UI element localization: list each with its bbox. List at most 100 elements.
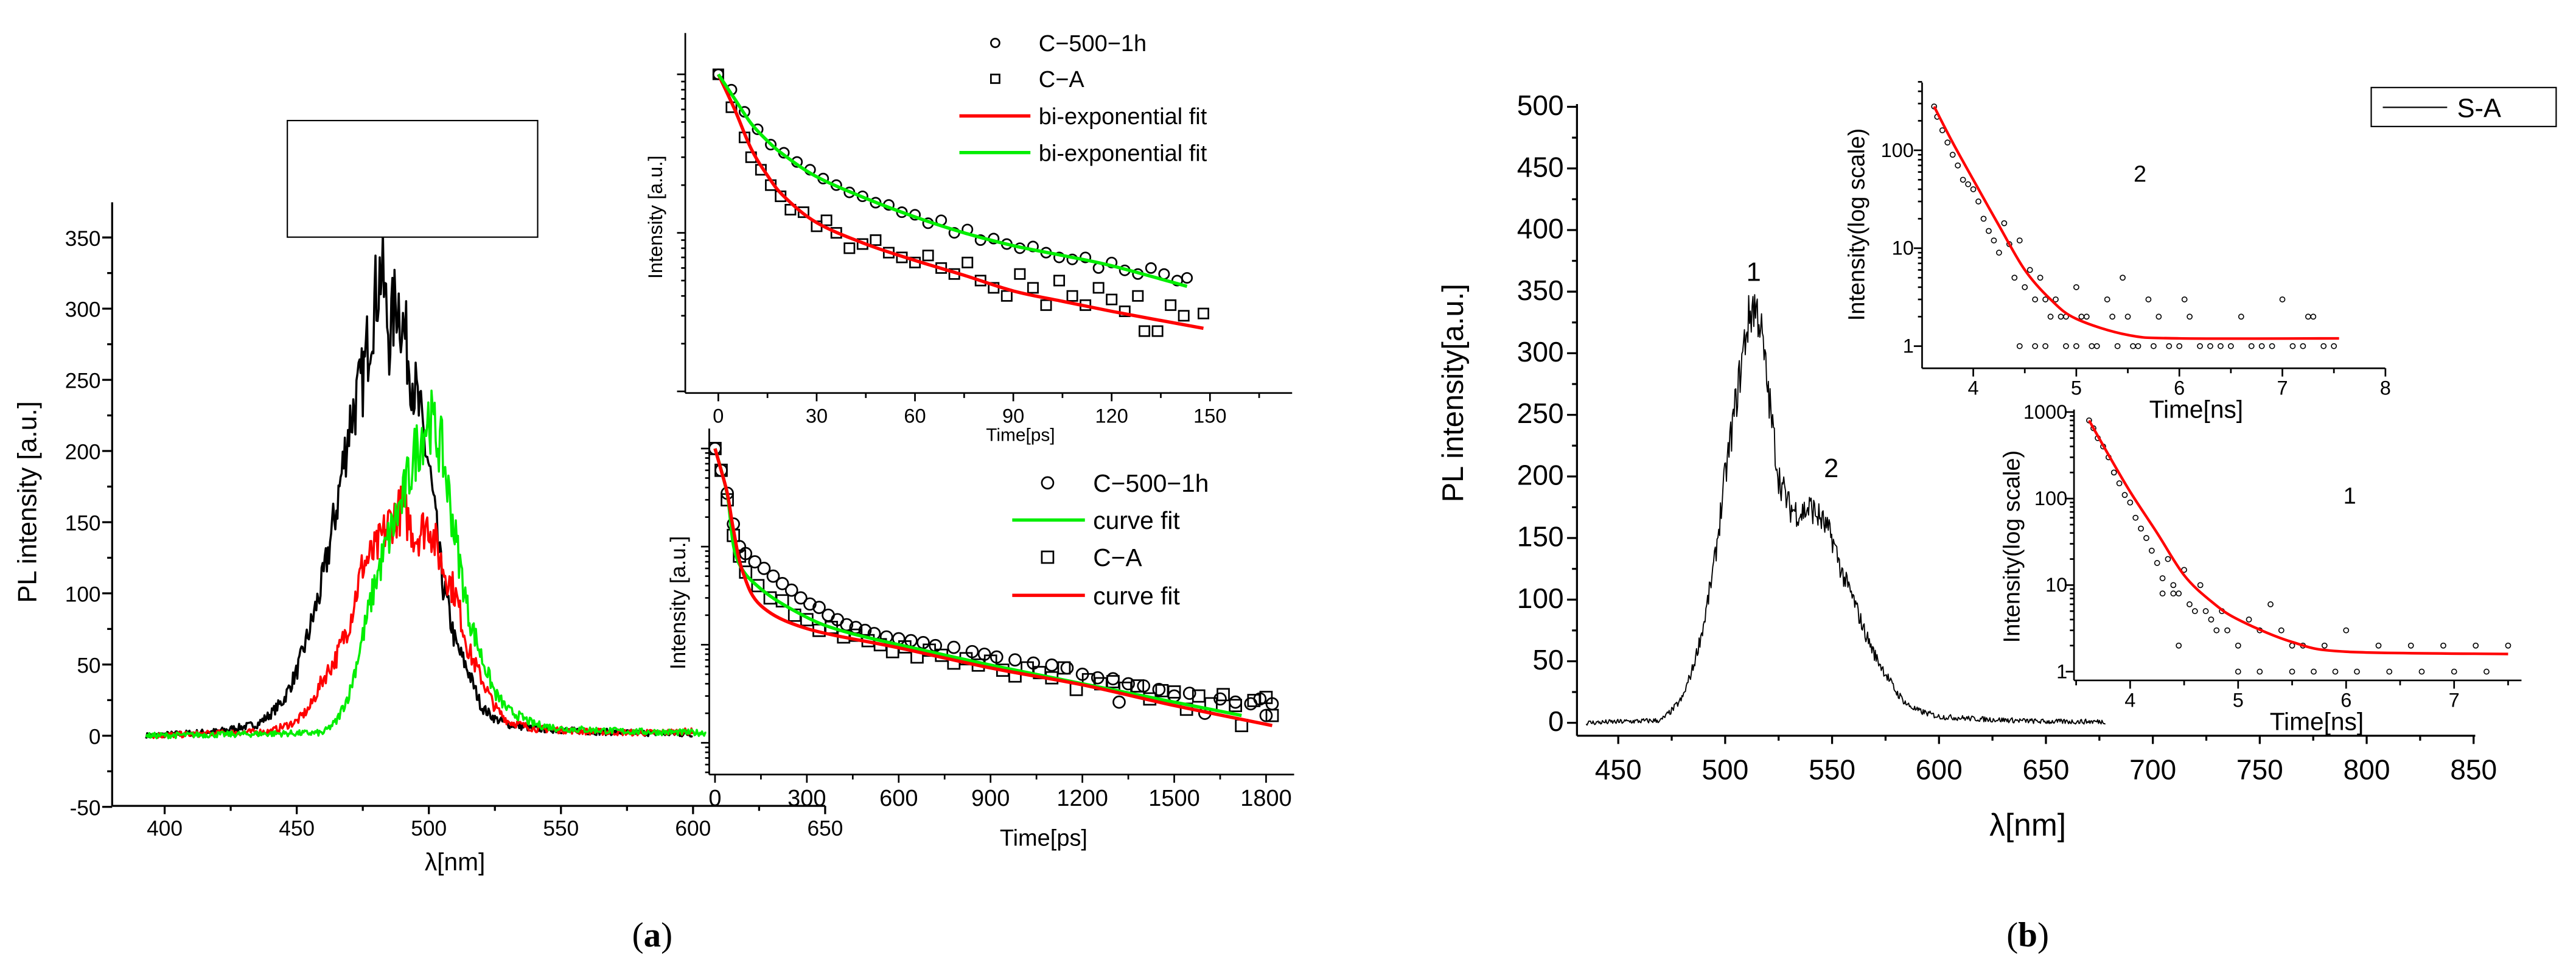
data-point-square bbox=[751, 579, 765, 593]
b-inset-2-xlabel: Time[ns] bbox=[2149, 395, 2244, 423]
data-point-circle bbox=[2235, 642, 2241, 649]
data-point-circle bbox=[2130, 343, 2136, 349]
spectrum-line bbox=[1585, 294, 2106, 726]
x-tick-label: 4 bbox=[1968, 377, 1979, 399]
data-point-circle bbox=[2227, 343, 2234, 349]
x-tick-label: 900 bbox=[971, 786, 1010, 811]
data-point-circle bbox=[2001, 220, 2008, 226]
data-point-circle bbox=[2026, 267, 2033, 273]
data-point-square bbox=[1151, 325, 1164, 337]
b-inset-1-annotation: 1 bbox=[2344, 484, 2356, 509]
data-point-circle bbox=[2386, 668, 2393, 675]
data-point-circle bbox=[2110, 469, 2117, 476]
b-main-plot: 450 500 550 600 650 700 750 800 8500501001502002… bbox=[1517, 89, 2497, 786]
x-tick-label: 5 bbox=[2233, 689, 2244, 711]
data-point-circle bbox=[2484, 668, 2490, 675]
legend-label: bi-exponential fit bbox=[1039, 104, 1207, 130]
a-inset-top-series-bi-exponential-fit-c-500-1h- bbox=[717, 73, 1188, 288]
b-inset-1-plot: 4 5 6 7 1 10 100 1000 bbox=[2023, 401, 2522, 711]
y-tick-label: 0 bbox=[1548, 705, 1564, 737]
a-inset-top-plot: 0 30 60 90 120 150 C−500−1h C−A bi-exponential f… bbox=[677, 31, 1293, 427]
b-inset-2-annotation: 2 bbox=[2134, 161, 2146, 187]
data-point-circle bbox=[2032, 343, 2039, 349]
data-point-circle bbox=[775, 577, 789, 590]
a-main-legend-box bbox=[287, 119, 539, 238]
x-tick-label: 4 bbox=[2124, 689, 2135, 711]
legend-label: C−A bbox=[1093, 543, 1142, 571]
data-point-circle bbox=[2016, 237, 2023, 243]
data-point-circle bbox=[2042, 296, 2048, 302]
data-point-square bbox=[922, 250, 934, 262]
y-tick-label: 100 bbox=[1881, 139, 1914, 161]
a-main-xlabel: λ[nm] bbox=[425, 848, 485, 876]
a-inset-bottom-series-curve-fit-c-500-1h- bbox=[713, 448, 1242, 718]
b-main-series-s-a bbox=[1585, 294, 2106, 726]
data-point-circle bbox=[2197, 343, 2203, 349]
data-point-circle bbox=[766, 569, 780, 583]
a-main-series-c-500-6h bbox=[145, 390, 707, 739]
y-tick-label: -50 bbox=[70, 796, 101, 820]
x-tick-label: 600 bbox=[675, 817, 711, 840]
b-inset-1-axes bbox=[2065, 409, 2522, 689]
data-point-circle bbox=[2224, 627, 2230, 634]
y-tick-label: 100 bbox=[65, 582, 101, 606]
data-point-square bbox=[1040, 299, 1052, 311]
data-point-circle bbox=[2187, 313, 2193, 320]
b-main-ylabel: PL intensity[a.u.] bbox=[1437, 284, 1470, 502]
x-tick-label: 6 bbox=[2174, 377, 2185, 399]
a-inset-top-legend: C−500−1h C−A bi-exponential fit bi-exponent… bbox=[959, 31, 1207, 166]
data-point-circle bbox=[2121, 492, 2128, 498]
x-tick-label: 5 bbox=[2071, 377, 2082, 399]
data-point-circle bbox=[2073, 343, 2079, 349]
x-tick-label: 90 bbox=[1002, 405, 1024, 427]
data-point-square bbox=[1216, 688, 1230, 702]
y-tick-label: 250 bbox=[1517, 397, 1564, 429]
x-tick-label: 850 bbox=[2450, 754, 2497, 786]
x-tick-label: 0 bbox=[708, 786, 721, 811]
data-point-circle bbox=[2022, 284, 2028, 290]
data-point-circle bbox=[2354, 668, 2360, 675]
b-inset-2-series-data bbox=[1931, 103, 2337, 349]
b-inset-1-ylabel: Intensity(log scale) bbox=[2000, 450, 2025, 643]
y-tick-label: 300 bbox=[65, 298, 101, 322]
x-tick-label: 600 bbox=[1916, 754, 1963, 786]
data-point-circle bbox=[2150, 343, 2157, 349]
a-main-axes bbox=[102, 202, 826, 814]
a-inset-top-series-bi-exponential-fit-c-a- bbox=[716, 73, 1204, 330]
a-inset-bottom-xlabel: Time[ps] bbox=[1000, 825, 1087, 851]
y-tick-label: 50 bbox=[77, 654, 100, 677]
y-tick-label: 150 bbox=[65, 512, 101, 536]
b-inset-2-series-fit bbox=[1933, 105, 2339, 340]
data-point-circle bbox=[794, 591, 808, 605]
data-point-circle bbox=[2016, 343, 2023, 349]
data-point-circle bbox=[2166, 343, 2173, 349]
b-inset-1-xlabel: Time[ns] bbox=[2270, 707, 2364, 735]
b-inset-1-series-data bbox=[2086, 417, 2511, 675]
x-tick-label: 700 bbox=[2129, 754, 2176, 786]
legend-marker-square bbox=[990, 74, 1000, 84]
data-point-circle bbox=[2053, 296, 2059, 302]
data-point-circle bbox=[2127, 499, 2134, 506]
data-point-square bbox=[1167, 685, 1181, 699]
peak-label-1: 1 bbox=[1747, 257, 1761, 287]
y-tick-label: 10 bbox=[2045, 574, 2067, 596]
plot-layer: 400 450 500 550 600 650-500501001502002503003… bbox=[65, 31, 2522, 840]
data-point-square bbox=[1259, 691, 1273, 704]
data-point-circle bbox=[2289, 343, 2296, 349]
data-point-circle bbox=[1955, 162, 1961, 169]
data-point-circle bbox=[2047, 313, 2054, 320]
data-point-circle bbox=[2159, 590, 2166, 597]
x-tick-label: 550 bbox=[1809, 754, 1855, 786]
x-tick-label: 7 bbox=[2449, 689, 2460, 711]
data-point-circle bbox=[1986, 228, 1992, 234]
data-point-circle bbox=[2321, 642, 2328, 649]
data-point-circle bbox=[2165, 556, 2171, 562]
y-tick-label: 100 bbox=[1517, 582, 1564, 614]
y-tick-label: 500 bbox=[1517, 89, 1564, 121]
b-inset-2-ylabel: Intensity(log scale) bbox=[1844, 128, 1869, 321]
data-point-square bbox=[1066, 290, 1078, 302]
data-point-circle bbox=[2143, 535, 2149, 541]
data-point-square bbox=[1106, 293, 1118, 306]
data-point-circle bbox=[2159, 575, 2166, 581]
